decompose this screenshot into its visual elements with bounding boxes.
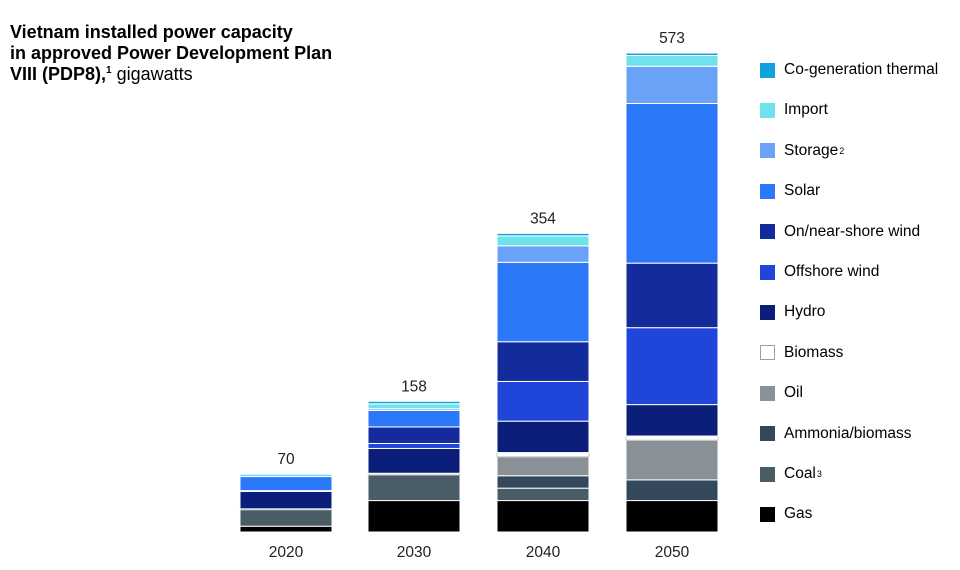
bar-segment-2050-storage [625,65,719,104]
legend-swatch [760,183,775,199]
bar-segment-2020-import [239,473,333,478]
legend-item-gas: Gas [760,504,812,524]
bar-segment-2040-on-near-shore-wind [496,341,590,382]
legend-item-co-generation-thermal: Co-generation thermal [760,60,938,80]
total-label-2050: 573 [659,30,685,47]
bar-segment-2050-gas [625,500,719,533]
legend-label: Co-generation thermal [784,61,939,78]
bar-segment-2030-import [367,403,461,410]
x-tick-label-2020: 2020 [269,544,304,561]
chart-title: Vietnam installed power capacity in appr… [10,22,410,85]
title-line-3: VIII (PDP8), [10,64,107,84]
bar-segment-2020-hydro [239,490,333,510]
legend-item-storage: Storage 2 [760,141,844,161]
legend-swatch [760,385,775,401]
bar-segment-2030-co-generation-thermal [367,400,461,405]
legend-label: Storage [784,141,839,159]
bar-segment-2050-oil [625,439,719,481]
bar-segment-2040-storage [496,245,590,263]
bar-segment-2040-oil [496,456,590,477]
bar-segment-2030-gas [367,500,461,533]
legend-item-hydro: Hydro [760,302,825,322]
bar-segment-2020-gas [239,525,333,533]
x-tick-label-2050: 2050 [655,544,690,561]
legend-swatch [760,62,775,78]
legend-item-biomass: Biomass [760,343,843,363]
legend-item-solar: Solar [760,181,820,201]
legend-label: Biomass [784,343,844,361]
legend-label: Solar [784,182,821,200]
legend-swatch [760,102,775,118]
bar-segment-2040-ammonia-biomass [496,475,590,489]
bar-segment-2040-hydro [496,420,590,454]
bar-segment-2040-coal [496,487,590,502]
bar-segment-2050-biomass [625,435,719,441]
legend-swatch [760,466,775,482]
legend-item-oil: Oil [760,383,803,403]
bar-segment-2040-biomass [496,452,590,458]
title-line-2: in approved Power Development Plan [10,43,333,63]
legend-label: On/near-shore wind [784,222,921,240]
bar-segment-2050-offshore-wind [625,327,719,406]
bar-segment-2050-ammonia-biomass [625,479,719,502]
legend-item-ammonia-biomass: Ammonia/biomass [760,424,912,444]
x-tick-label-2040: 2040 [526,544,561,561]
title-footnote: 1 [106,65,112,76]
legend-swatch [760,143,775,159]
legend-item-coal: Coal 3 [760,464,822,484]
legend-label: Gas [784,505,813,523]
total-label-2020: 70 [277,451,295,468]
bar-segment-2050-co-generation-thermal [625,52,719,57]
bar-segment-2030-on-near-shore-wind [367,426,461,444]
bar-segment-2030-coal [367,474,461,502]
bar-segment-2020-solar [239,476,333,492]
bar-segment-2040-co-generation-thermal [496,232,590,237]
legend-label: Ammonia/biomass [784,424,912,442]
legend-swatch [760,426,775,442]
bar-segment-2030-offshore-wind [367,442,461,449]
legend-label: Hydro [784,303,826,321]
bar-segment-2050-hydro [625,404,719,437]
title-unit: gigawatts [116,64,193,84]
total-label-2040: 354 [530,210,556,227]
title-line-1: Vietnam installed power capacity [10,22,293,42]
bar-segment-2040-solar [496,261,590,343]
legend-swatch [760,345,775,361]
bar-segment-2040-offshore-wind [496,380,590,422]
legend-swatch [760,264,775,280]
legend-swatch [760,304,775,320]
total-label-2030: 158 [401,378,427,395]
legend-item-offshore-wind: Offshore wind [760,262,879,282]
bar-segment-2050-solar [625,102,719,264]
bar-segment-2040-import [496,235,590,247]
legend-swatch [760,224,775,240]
bar-segment-2040-gas [496,500,590,533]
legend-swatch [760,506,775,522]
legend-label: Oil [784,384,803,402]
bar-segment-2030-solar [367,409,461,428]
legend-item-import: Import [760,100,828,120]
legend-label: Offshore wind [784,263,880,280]
legend-item-on-near-shore-wind: On/near-shore wind [760,222,920,242]
bar-segment-2050-import [625,55,719,67]
x-tick-label-2030: 2030 [397,544,432,561]
bar-segment-2050-on-near-shore-wind [625,262,719,329]
bar-segment-2020-coal [239,509,333,527]
bar-segment-2030-hydro [367,447,461,474]
legend-label: Import [784,101,828,119]
legend-label: Coal [784,465,816,482]
